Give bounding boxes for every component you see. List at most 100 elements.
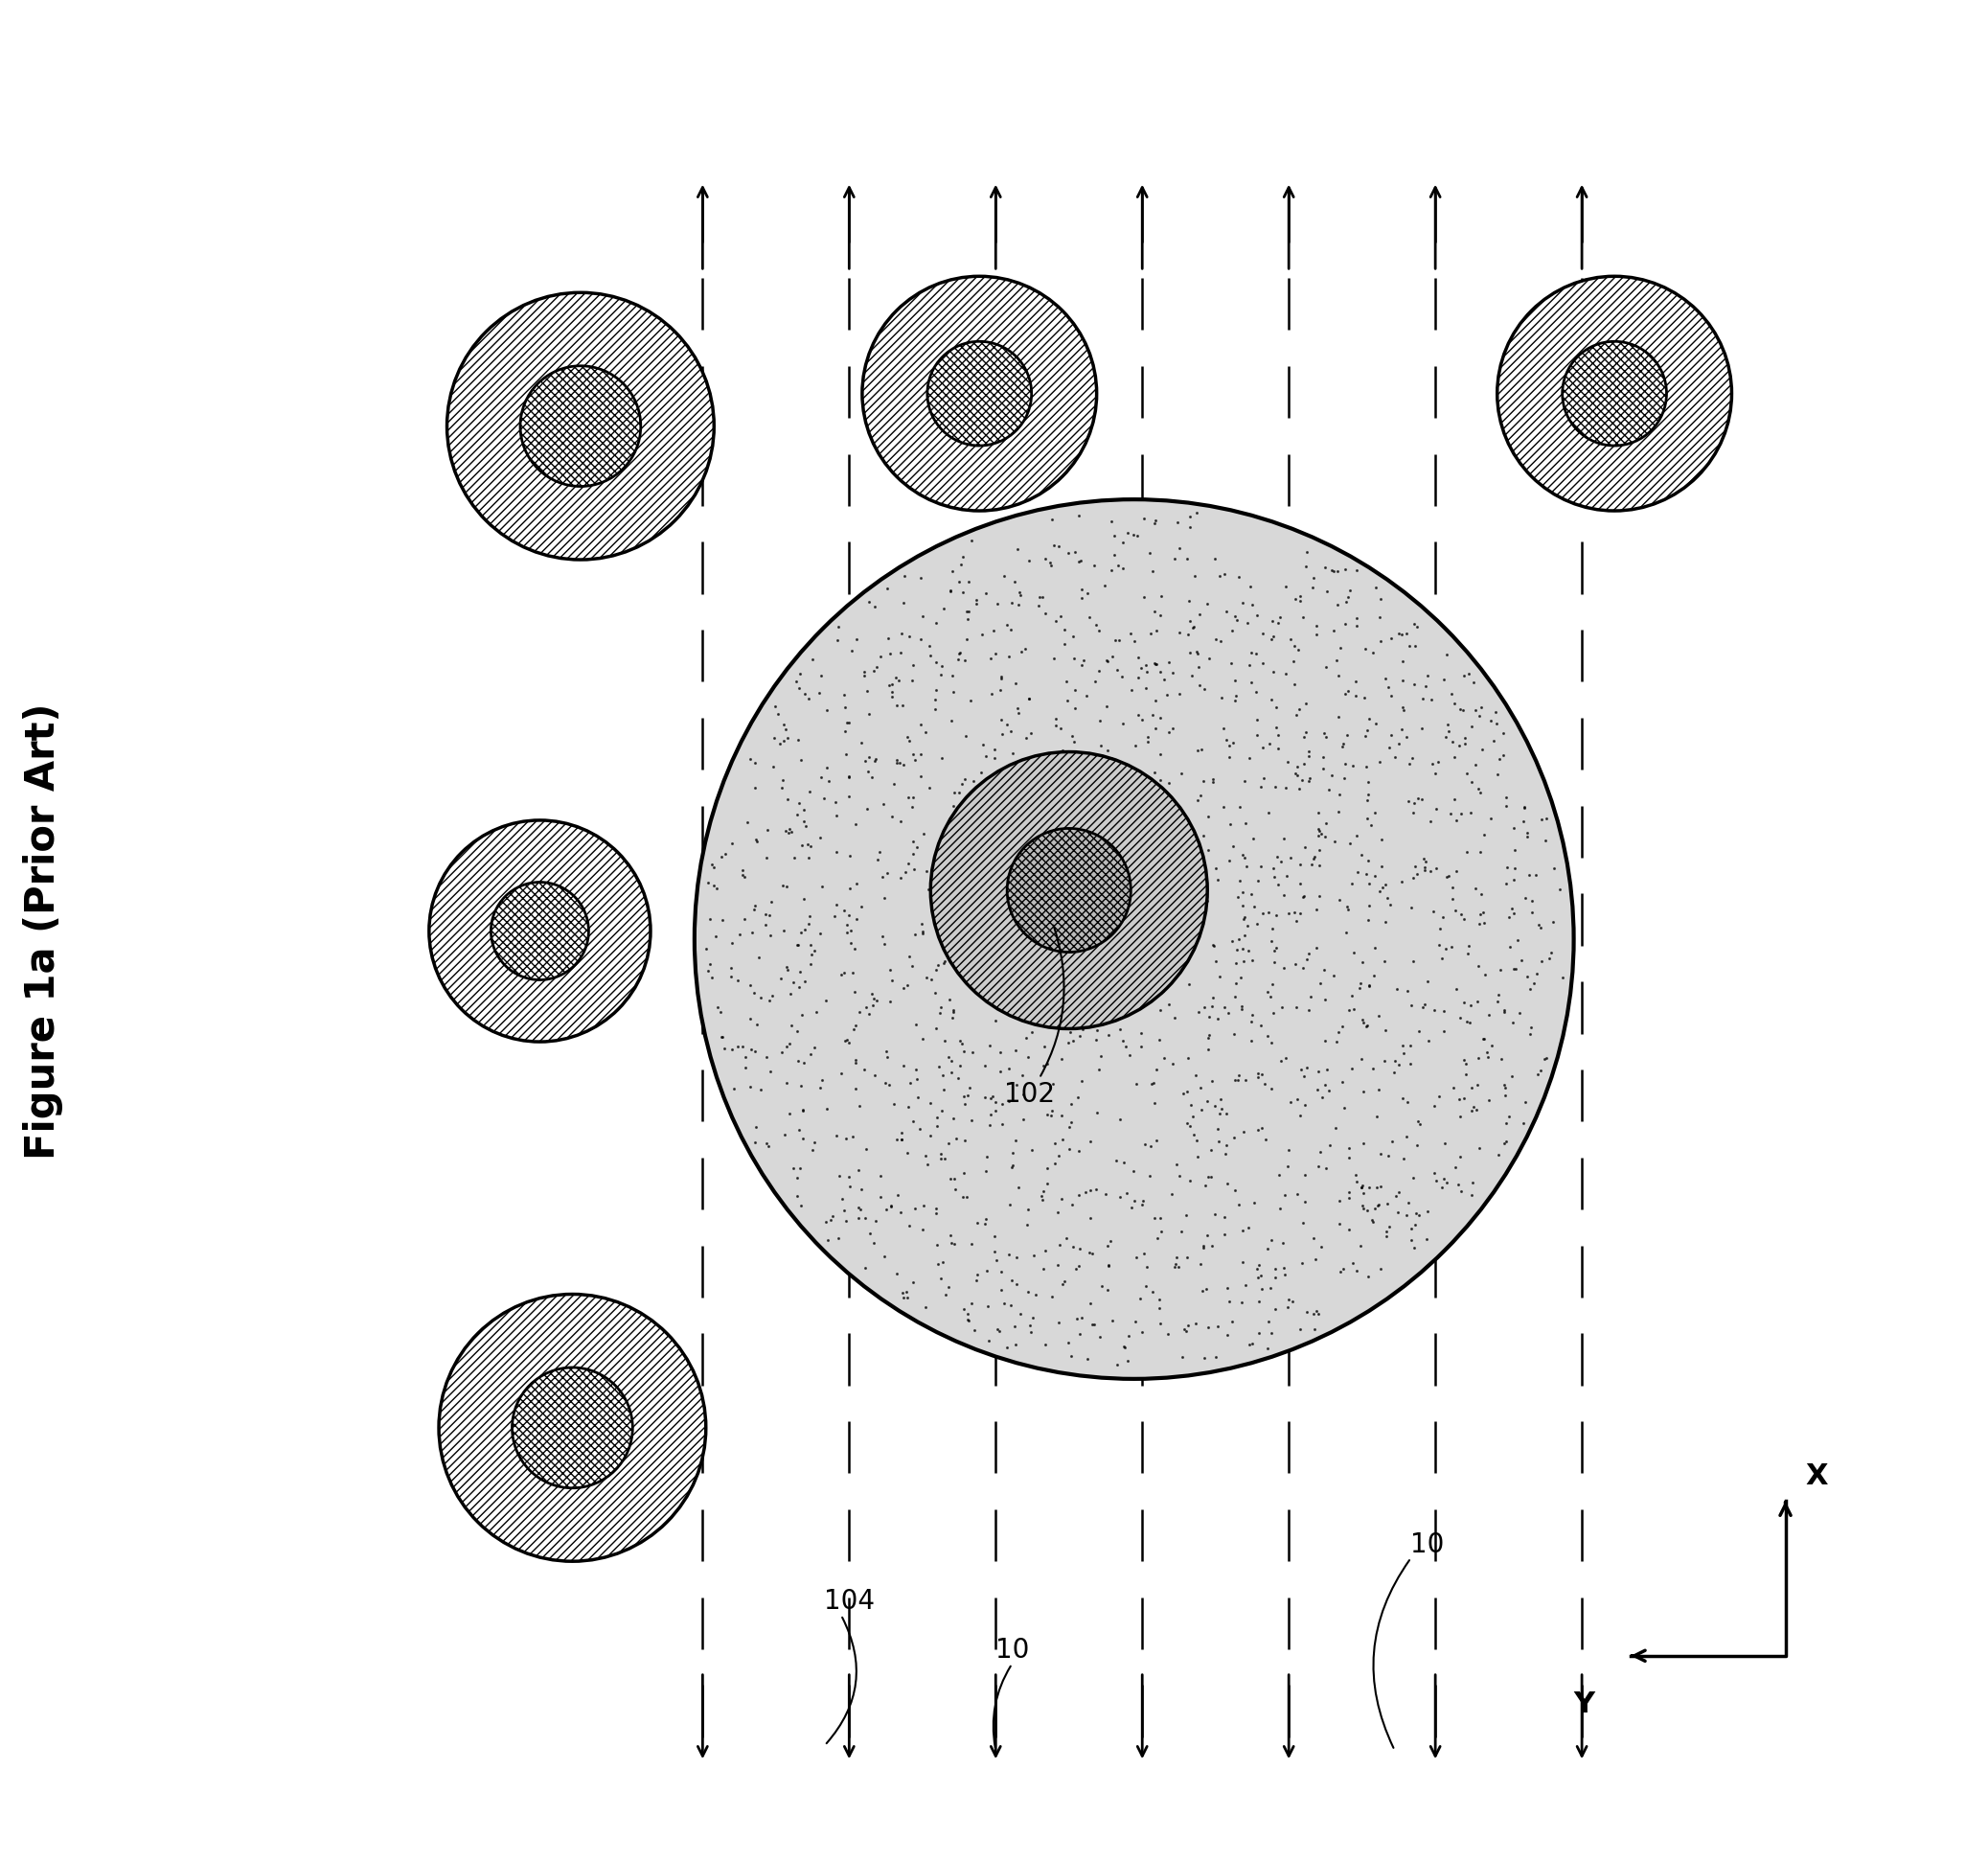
Point	[1475, 706, 1507, 735]
Point	[1137, 557, 1169, 587]
Point	[980, 639, 1012, 668]
Point	[827, 1184, 859, 1214]
Point	[1497, 894, 1529, 924]
Point	[1145, 600, 1177, 629]
Point	[1398, 788, 1429, 817]
Point	[1298, 1315, 1330, 1344]
Point	[742, 827, 773, 857]
Point	[1266, 992, 1298, 1022]
Point	[1400, 1210, 1431, 1240]
Point	[1139, 508, 1171, 538]
Point	[1163, 680, 1195, 709]
Point	[871, 1041, 903, 1071]
Point	[946, 916, 978, 946]
Point	[1290, 536, 1322, 566]
Point	[1131, 722, 1163, 752]
Point	[803, 678, 835, 708]
Point	[1171, 1108, 1203, 1138]
Point	[988, 1289, 1020, 1318]
Point	[1050, 667, 1081, 696]
Point	[749, 899, 781, 929]
Point	[1060, 693, 1091, 722]
Point	[1260, 713, 1292, 743]
Point	[1115, 618, 1147, 648]
Point	[928, 946, 960, 976]
Point	[1081, 1015, 1113, 1045]
Point	[716, 1035, 747, 1065]
Point	[1509, 883, 1541, 912]
Point	[1280, 905, 1312, 935]
Point	[823, 1162, 855, 1192]
Point	[920, 1194, 952, 1223]
Point	[861, 1207, 893, 1236]
Point	[1153, 946, 1185, 976]
Point	[1499, 866, 1531, 896]
Point	[954, 685, 986, 715]
Point	[1370, 1216, 1402, 1246]
Point	[1026, 870, 1058, 899]
Point	[887, 1283, 918, 1313]
Point	[934, 575, 966, 605]
Point	[1103, 929, 1135, 959]
Point	[871, 573, 903, 603]
Point	[1491, 1108, 1523, 1138]
Point	[1143, 739, 1175, 769]
Point	[992, 1054, 1024, 1084]
Point	[793, 901, 825, 931]
Point	[1026, 583, 1058, 613]
Point	[769, 1121, 801, 1151]
Point	[1123, 700, 1155, 730]
Point	[889, 857, 920, 886]
Point	[934, 577, 966, 607]
Point	[1314, 1076, 1346, 1106]
Point	[706, 905, 738, 935]
Point	[1062, 1082, 1093, 1112]
Point	[1370, 870, 1402, 899]
Point	[839, 933, 871, 963]
Point	[1066, 546, 1097, 575]
Point	[837, 1015, 869, 1045]
Point	[1201, 855, 1233, 884]
Point	[1237, 879, 1268, 909]
Point	[1340, 555, 1372, 585]
Point	[1050, 614, 1081, 644]
Point	[1004, 749, 1036, 778]
Point	[1135, 1132, 1167, 1162]
Point	[1463, 775, 1495, 804]
Point	[1209, 992, 1241, 1022]
Point	[1199, 624, 1231, 654]
Point	[1360, 709, 1392, 739]
Point	[1350, 752, 1382, 782]
Point	[728, 860, 759, 890]
Point	[1211, 598, 1242, 627]
Point	[1215, 808, 1246, 838]
Point	[956, 1289, 988, 1318]
Point	[1340, 681, 1372, 711]
Point	[1364, 1171, 1396, 1201]
Point	[1064, 981, 1095, 1011]
Point	[1223, 562, 1254, 592]
Point	[1161, 1149, 1193, 1179]
Point	[940, 1175, 972, 1205]
Point	[1324, 884, 1356, 914]
Point	[1362, 1102, 1394, 1132]
Point	[1044, 1231, 1076, 1261]
Point	[988, 560, 1020, 590]
Point	[1044, 974, 1076, 1004]
Point	[837, 959, 869, 989]
Point	[1316, 760, 1348, 789]
Point	[1262, 870, 1294, 899]
Point	[1064, 1318, 1095, 1348]
Point	[948, 1089, 980, 1119]
Point	[1266, 1046, 1298, 1076]
Point	[1264, 603, 1296, 633]
Point	[1209, 1220, 1241, 1249]
Point	[1147, 976, 1179, 1005]
Point	[1038, 1128, 1070, 1158]
Point	[1445, 899, 1477, 929]
Point	[1461, 1095, 1493, 1125]
Point	[1481, 760, 1513, 789]
Point	[950, 905, 982, 935]
Point	[1016, 1303, 1048, 1333]
Point	[1408, 843, 1439, 873]
